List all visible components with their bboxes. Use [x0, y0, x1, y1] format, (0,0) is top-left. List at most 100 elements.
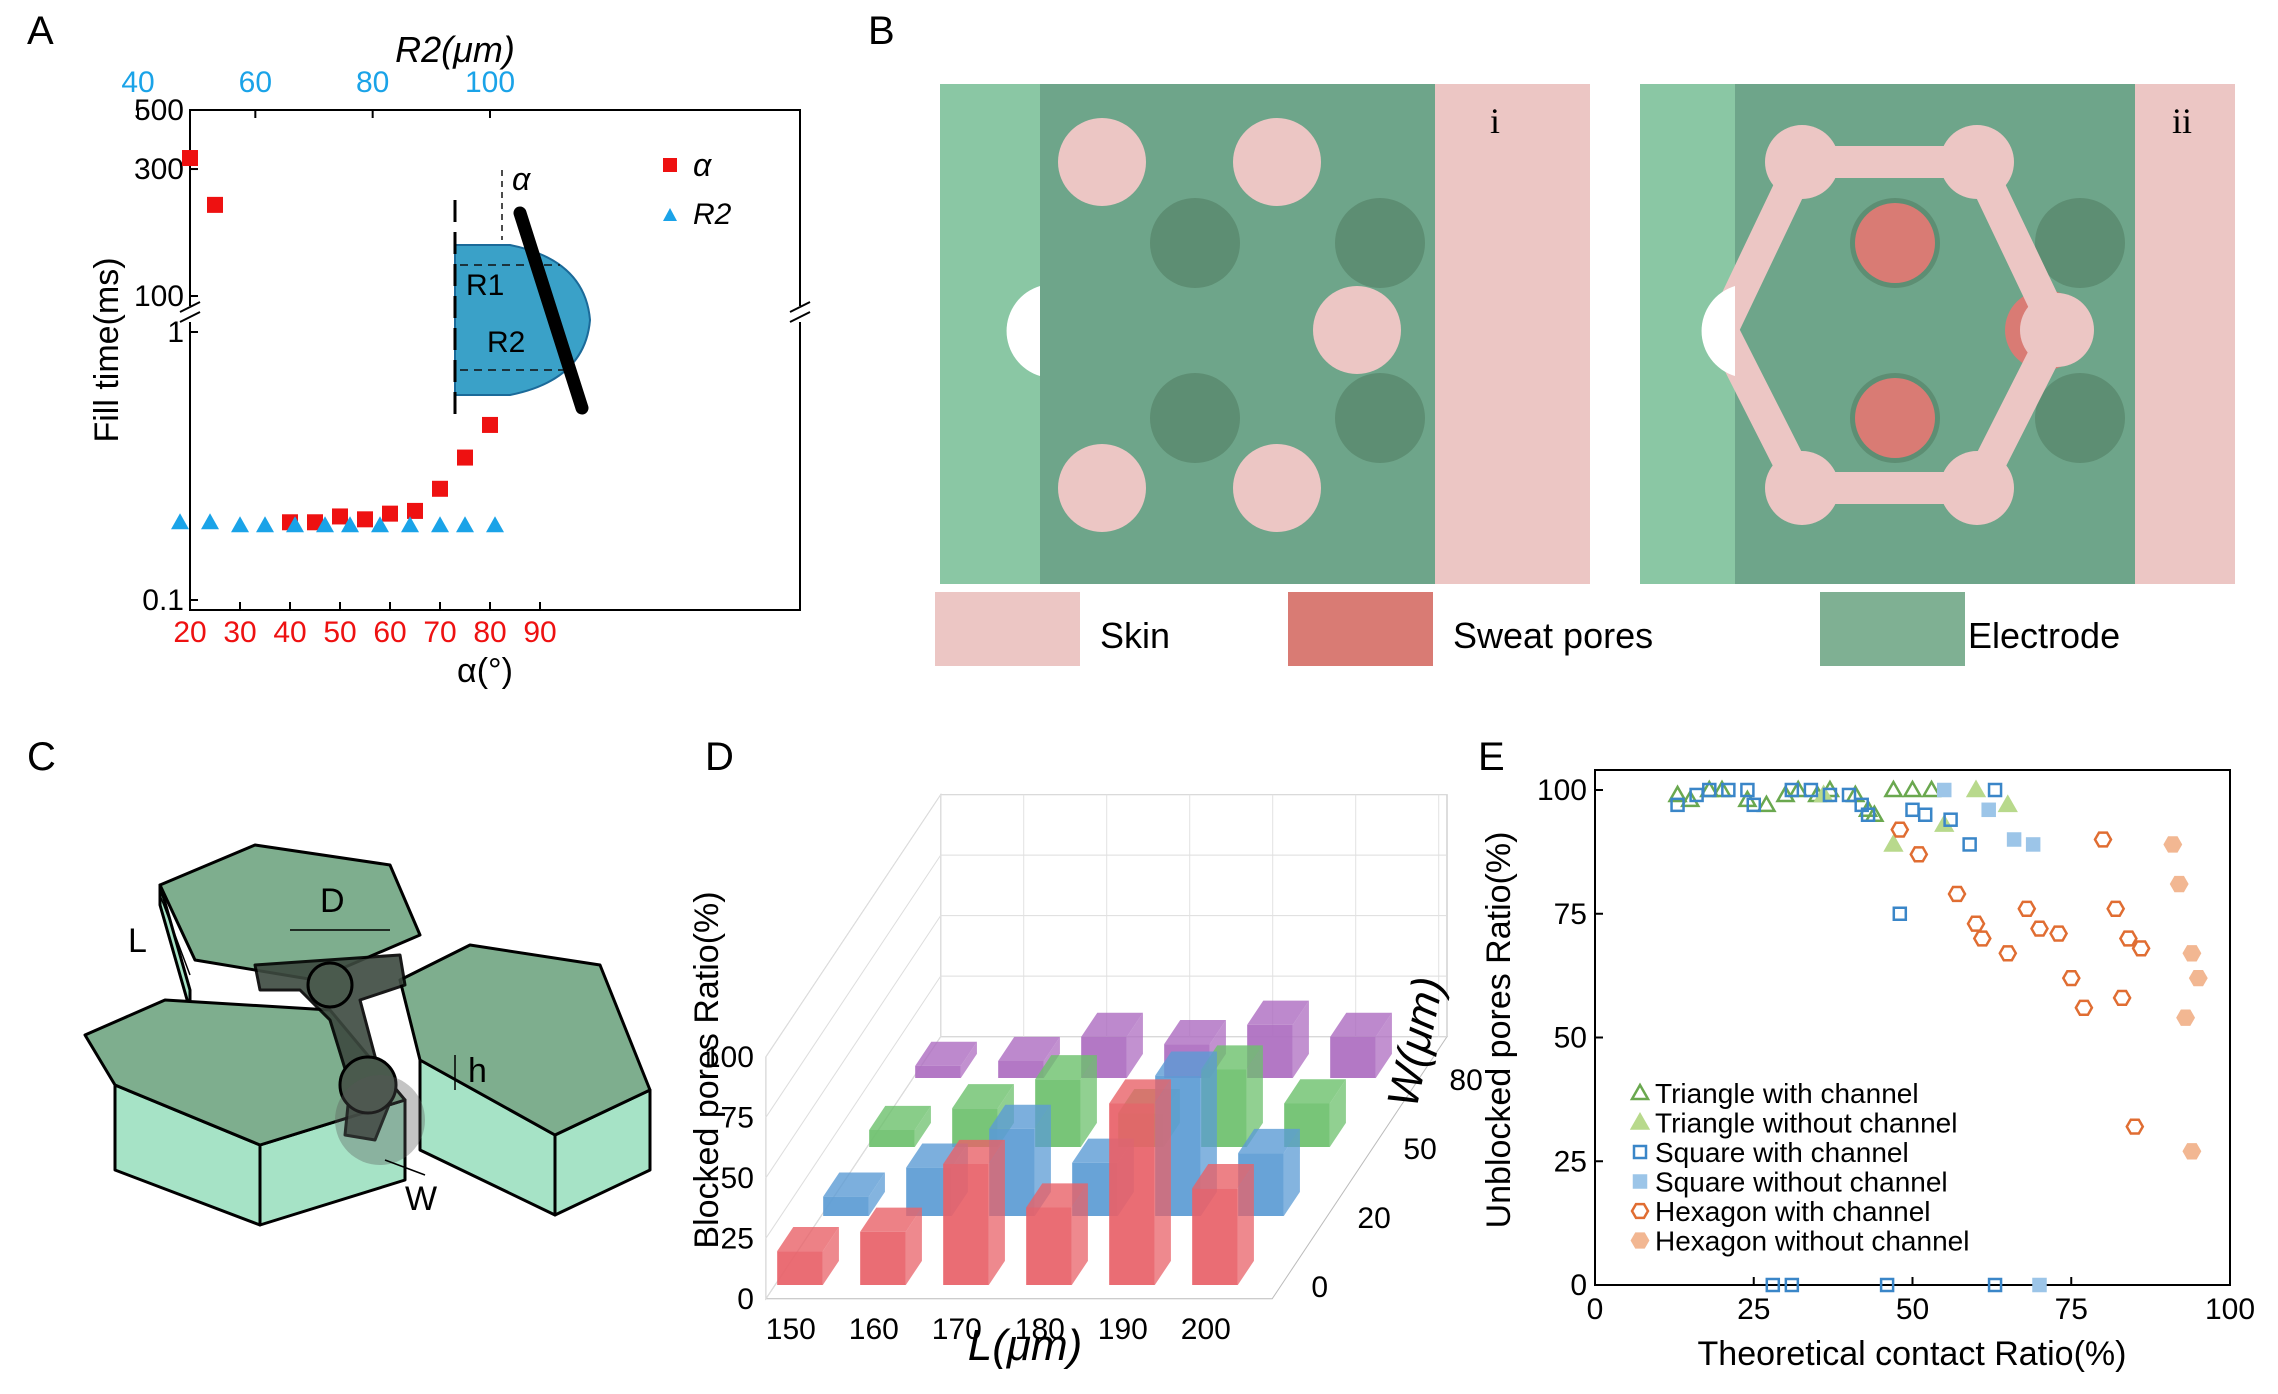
legend-electrode-label: Electrode: [1968, 615, 2120, 656]
r2-point: [316, 516, 334, 533]
bar-top: [1081, 1012, 1143, 1037]
y-tick-label: 1: [167, 316, 184, 349]
hex-top-face: [158, 843, 422, 982]
covered-pore: [1335, 198, 1425, 288]
channel-node: [1940, 125, 2014, 199]
bar-side: [822, 1226, 839, 1285]
panel-b-diagram-i: i: [940, 84, 1590, 584]
r2-point: [431, 516, 449, 533]
bar-front: [998, 1061, 1044, 1078]
inset-black-bar: [513, 206, 589, 415]
droplet-shape: [454, 244, 592, 396]
w-tick-label: 50: [1403, 1133, 1436, 1166]
alpha-point: [482, 416, 498, 433]
top-label-text: R2(μm): [395, 29, 515, 70]
data-point: [1892, 906, 1908, 921]
bar-front: [906, 1167, 952, 1216]
half-hole: [1701, 286, 1735, 376]
w-tick-label: 0: [1311, 1271, 1328, 1304]
y-tick-label: 500: [134, 94, 184, 127]
bar-side: [1080, 1055, 1097, 1147]
y-tick-label: 0.1: [142, 584, 184, 617]
label-l: L: [128, 922, 147, 960]
y-tick-label: 75: [1554, 898, 1587, 931]
data-point: [1670, 797, 1685, 813]
bar-top: [1026, 1183, 1088, 1208]
legend-label: Square with channel: [1655, 1137, 1909, 1168]
panel-d-ylabel: Blocked pores Ratio(%): [688, 891, 726, 1248]
bar-top: [1035, 1055, 1097, 1080]
x-tick-label: 25: [1737, 1293, 1770, 1326]
x-tick-label: 70: [423, 616, 456, 649]
channel-node: [1765, 125, 1839, 199]
l-tick-label: 150: [766, 1313, 816, 1346]
x-tick-label: 100: [2205, 1293, 2255, 1326]
x-tick-label: 90: [523, 616, 556, 649]
bar-side: [988, 1139, 1005, 1285]
dim-w: [384, 1159, 426, 1176]
bar-front: [777, 1251, 823, 1285]
panel-label-b: B: [868, 9, 895, 53]
panel-a-xlabel: α(°): [457, 652, 513, 690]
data-point: [1860, 807, 1876, 822]
bar-side: [1283, 1128, 1300, 1216]
alpha-point: [382, 505, 398, 522]
data-point: [1937, 782, 1952, 798]
data-point: [1765, 1277, 1781, 1293]
data-point: [2131, 940, 2151, 957]
data-point: [1987, 1277, 2003, 1293]
bar-top: [989, 1104, 1051, 1129]
axis-break-mark: [789, 311, 811, 323]
data-point: [2032, 1277, 2047, 1293]
bar-front: [943, 1164, 989, 1285]
alpha-point: [432, 480, 448, 497]
data-point: [1966, 915, 1986, 932]
data-point: [2182, 1143, 2202, 1160]
panel-label-a: A: [27, 9, 54, 53]
data-point: [2106, 900, 2126, 917]
data-point: [1921, 779, 1942, 798]
bar-side: [914, 1105, 931, 1147]
bar-top: [1238, 1128, 1300, 1154]
channel-node: [306, 961, 354, 1009]
bar-front: [869, 1130, 915, 1147]
l-tick-label: 160: [849, 1313, 899, 1346]
bar-top: [1192, 1164, 1254, 1189]
panel-a-ylabel: Fill time(ms): [88, 257, 126, 442]
panel-e-chart: 0 25 50 75 100 0 25 50 75 100 Triangle with chann…: [1480, 769, 2255, 1373]
bar-top: [1330, 1012, 1392, 1037]
data-point: [2125, 1118, 2145, 1135]
bar-side: [1292, 1000, 1309, 1078]
data-point: [1962, 837, 1977, 852]
data-point: [1917, 807, 1933, 822]
bar-top: [943, 1139, 1005, 1164]
bar-side: [868, 1172, 885, 1216]
legend-alpha-marker: [663, 158, 677, 172]
data-point: [1746, 797, 1761, 813]
inset-r2-text: R2: [487, 326, 525, 359]
hex-top-face: [398, 943, 652, 1137]
bar-top: [777, 1226, 839, 1252]
bar-side: [1071, 1183, 1088, 1285]
data-point: [1981, 802, 1996, 818]
l-tick-label: 180: [1015, 1313, 1065, 1346]
label-i: i: [1490, 101, 1500, 141]
bar-front: [860, 1231, 906, 1285]
data-point: [2118, 930, 2138, 947]
x-tick-label: 20: [173, 616, 206, 649]
top-tick-label: 100: [465, 66, 515, 99]
skin-hole: [1058, 444, 1146, 532]
panel-d-xlabel: L(μm): [968, 1321, 1083, 1370]
covered-pore: [2035, 373, 2125, 463]
label-d: D: [320, 882, 345, 920]
sweat-pore: [1855, 378, 1935, 458]
panel-label-e: E: [1478, 735, 1505, 779]
legend-label: Hexagon with channel: [1655, 1196, 1931, 1227]
bar-front: [1330, 1036, 1376, 1078]
panel-c-diagram: L D h W: [83, 843, 652, 1227]
y-tick-label: 25: [1554, 1145, 1587, 1178]
data-point: [1667, 784, 1688, 803]
z-tick-label: 75: [721, 1101, 754, 1134]
data-point: [1883, 833, 1904, 852]
